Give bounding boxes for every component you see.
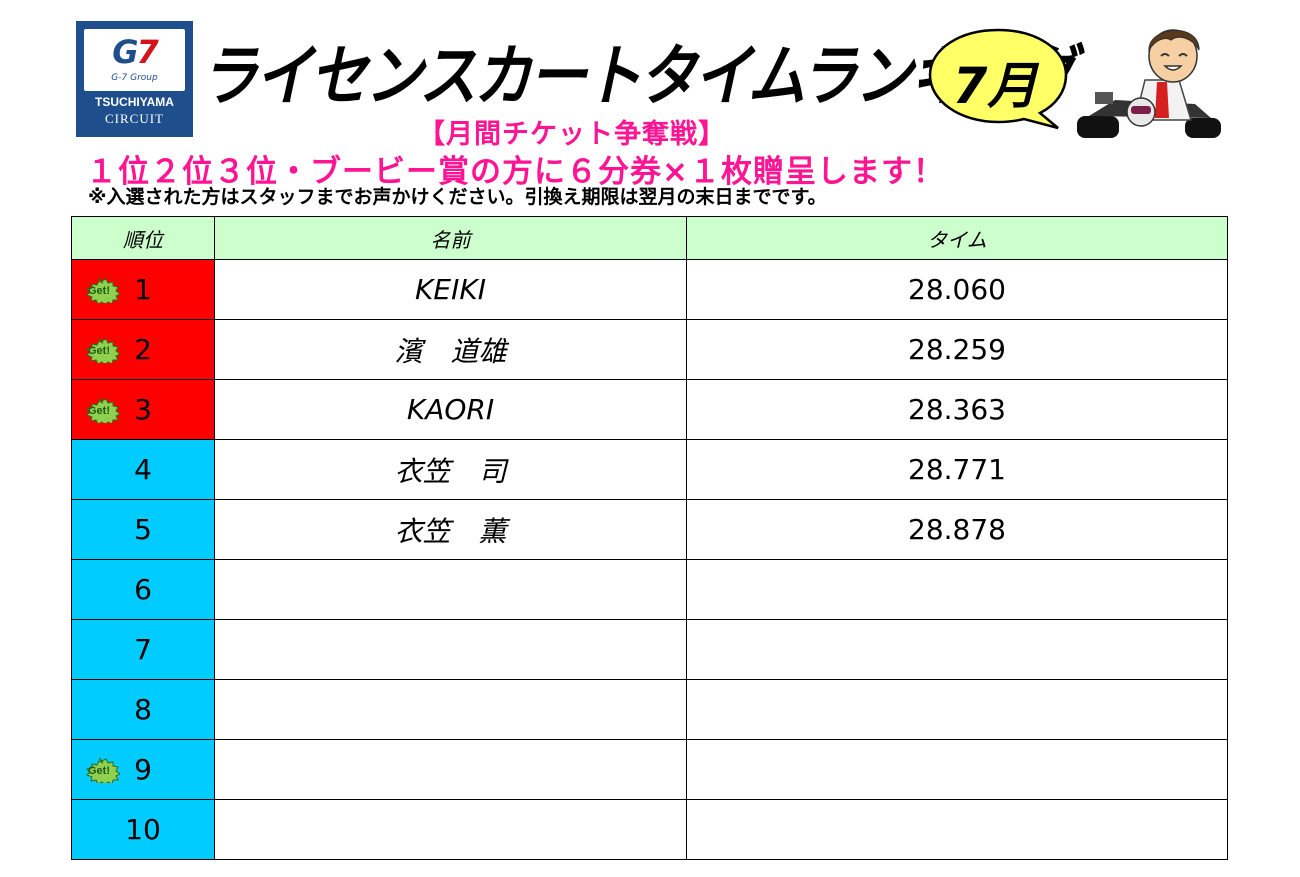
name-cell: KAORI [214, 379, 687, 440]
time-cell [686, 619, 1228, 680]
month-speech-bubble [928, 28, 1068, 130]
time-cell: 28.060 [686, 259, 1228, 320]
rank-number: 2 [134, 333, 152, 366]
ranking-table: 順位 名前 タイム Get! 1 KEIKI 28.060 Get! 2 濱 道雄 28.25… [71, 216, 1228, 860]
name-cell [214, 619, 687, 680]
mascot-driver-illustration [1077, 29, 1221, 138]
name-cell [214, 799, 687, 860]
table-row: 5 衣笠 薫 28.878 [71, 499, 1228, 560]
name-cell: 衣笠 薫 [214, 499, 687, 560]
rank-number: 6 [134, 573, 152, 606]
page-title: ライセンスカートタイムランキング [200, 36, 1076, 116]
header-time: タイム [686, 216, 1228, 260]
prize-text: １位２位３位・ブービー賞の方に６分券×１枚贈呈します！ [86, 154, 945, 190]
notice-text: ※入選された方はスタッフまでお声かけください。引換え期限は翌月の末日までです。 [88, 186, 827, 208]
table-row: 8 [71, 679, 1228, 740]
rank-cell: 6 [71, 559, 215, 620]
logo-group-text: G-7 Group [111, 73, 158, 83]
table-row: 10 [71, 799, 1228, 860]
table-row: 4 衣笠 司 28.771 [71, 439, 1228, 500]
rank-number: 3 [134, 393, 152, 426]
name-cell: 衣笠 司 [214, 439, 687, 500]
header-name: 名前 [214, 216, 687, 260]
rank-cell: Get! 3 [71, 379, 215, 440]
table-row: Get! 9 [71, 739, 1228, 800]
get-badge-icon: Get! [85, 397, 120, 423]
rank-number: 5 [134, 513, 152, 546]
rank-cell: 8 [71, 679, 215, 740]
get-badge-text: Get! [88, 285, 110, 297]
ranking-rows: Get! 1 KEIKI 28.060 Get! 2 濱 道雄 28.259 Get! 3 KAOR… [71, 259, 1228, 860]
time-cell: 28.878 [686, 499, 1228, 560]
header-rank: 順位 [71, 216, 215, 260]
rank-cell: 5 [71, 499, 215, 560]
time-cell: 28.771 [686, 439, 1228, 500]
logo-line2: CIRCUIT [105, 111, 164, 126]
time-cell: 28.259 [686, 319, 1228, 380]
get-badge-text: Get! [88, 765, 110, 777]
time-cell [686, 559, 1228, 620]
get-badge-text: Get! [88, 405, 110, 417]
table-header-row: 順位 名前 タイム [71, 216, 1228, 260]
table-row: 6 [71, 559, 1228, 620]
get-badge-icon: Get! [85, 757, 120, 783]
time-cell: 28.363 [686, 379, 1228, 440]
table-row: 7 [71, 619, 1228, 680]
table-row: Get! 1 KEIKI 28.060 [71, 259, 1228, 320]
name-cell [214, 739, 687, 800]
rank-number: 7 [134, 633, 152, 666]
rank-cell: Get! 1 [71, 259, 215, 320]
name-cell: KEIKI [214, 259, 687, 320]
month-label: 7月 [952, 57, 1038, 115]
time-cell [686, 799, 1228, 860]
table-row: Get! 3 KAORI 28.363 [71, 379, 1228, 440]
rank-number: 1 [134, 273, 152, 306]
time-cell [686, 679, 1228, 740]
rank-cell: 7 [71, 619, 215, 680]
subtitle: 【月間チケット争奪戦】 [418, 119, 726, 150]
rank-cell: Get! 9 [71, 739, 215, 800]
get-badge-text: Get! [88, 345, 110, 357]
rank-cell: 10 [71, 799, 215, 860]
rank-cell: Get! 2 [71, 319, 215, 380]
tsuchiyama-circuit-logo: G7 G-7 Group TSUCHIYAMA CIRCUIT [76, 21, 193, 137]
logo-brand: G7 [112, 33, 159, 71]
logo-line1: TSUCHIYAMA [95, 95, 174, 109]
time-cell [686, 739, 1228, 800]
g7-logo-mark: G7 G-7 Group [84, 29, 185, 91]
rank-number: 10 [125, 813, 161, 846]
name-cell: 濱 道雄 [214, 319, 687, 380]
name-cell [214, 559, 687, 620]
rank-number: 8 [134, 693, 152, 726]
get-badge-icon: Get! [85, 277, 120, 303]
name-cell [214, 679, 687, 740]
rank-number: 9 [134, 753, 152, 786]
table-row: Get! 2 濱 道雄 28.259 [71, 319, 1228, 380]
get-badge-icon: Get! [85, 337, 120, 363]
rank-number: 4 [134, 453, 152, 486]
rank-cell: 4 [71, 439, 215, 500]
